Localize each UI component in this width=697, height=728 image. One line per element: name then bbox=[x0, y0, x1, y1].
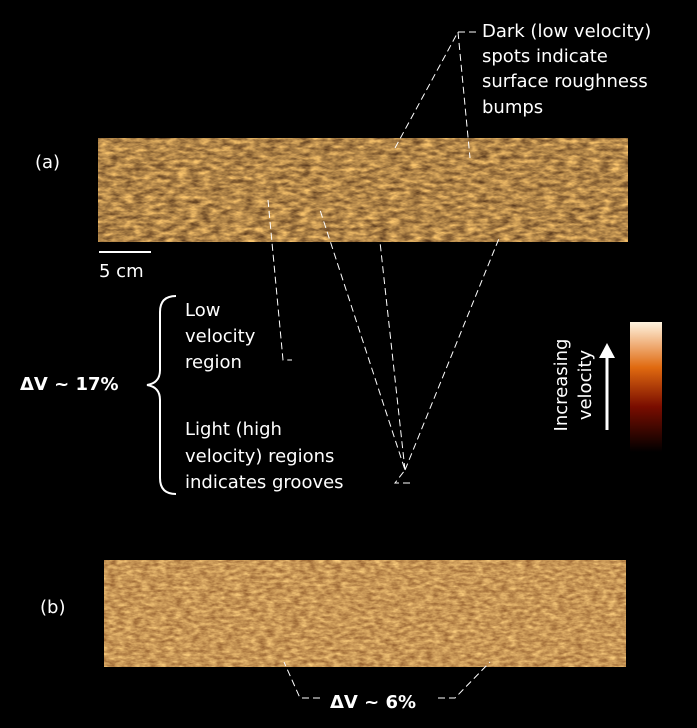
region-text: velocity) regions bbox=[185, 446, 334, 467]
leader-line bbox=[283, 661, 491, 699]
colorbar-label: velocity bbox=[575, 349, 596, 420]
panel-label: (a) bbox=[35, 152, 60, 173]
leader-line bbox=[394, 31, 476, 159]
region-text: velocity bbox=[185, 326, 256, 347]
strip-a-image bbox=[98, 138, 628, 242]
annotation-line: spots indicate bbox=[482, 46, 608, 67]
top-annotation: Dark (low velocity) spots indicate surfa… bbox=[394, 21, 651, 159]
delta-label: ΔV ~ 17% bbox=[20, 374, 119, 395]
region-text: region bbox=[185, 352, 242, 373]
region-text: indicates grooves bbox=[185, 472, 344, 493]
colorbar bbox=[630, 322, 662, 452]
brace bbox=[146, 295, 177, 495]
arrow-head bbox=[599, 343, 615, 358]
annotation-line: surface roughness bbox=[482, 71, 648, 92]
region-text: Light (high bbox=[185, 419, 282, 440]
delta-label: ΔV ~ 6% bbox=[330, 692, 416, 713]
annotation-line: Dark (low velocity) bbox=[482, 21, 651, 42]
leader-line bbox=[319, 209, 501, 484]
leader-line bbox=[267, 199, 292, 361]
strip-b-image bbox=[104, 560, 626, 667]
scale-label: 5 cm bbox=[99, 261, 144, 282]
colorbar-label: Increasing bbox=[551, 339, 572, 432]
region-text: Low bbox=[185, 300, 220, 321]
panel-label: (b) bbox=[40, 597, 65, 618]
annotation-line: bumps bbox=[482, 97, 543, 118]
